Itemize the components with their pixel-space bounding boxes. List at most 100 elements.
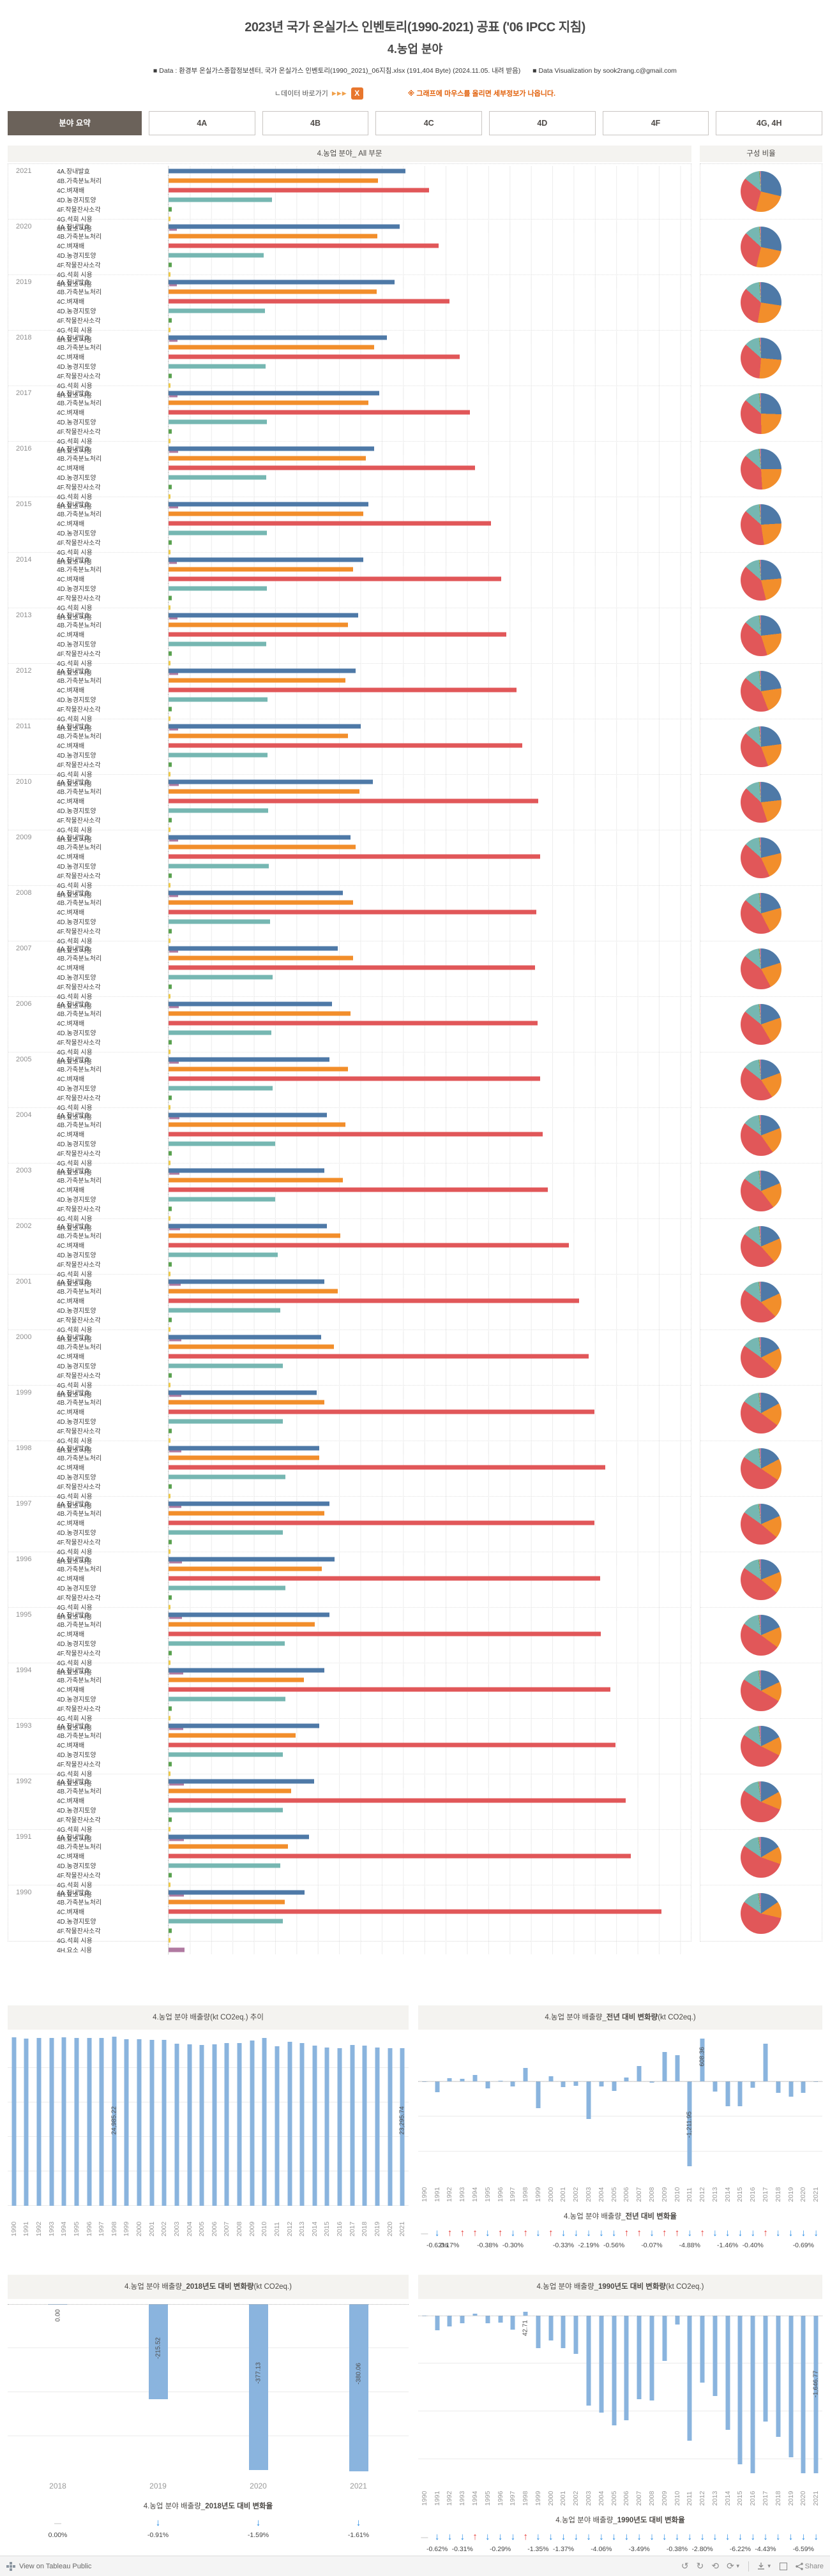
bar-1995-4C[interactable]	[169, 1631, 601, 1636]
bar-2016[interactable]	[750, 2316, 755, 2473]
bar-1996-4D[interactable]	[169, 1585, 286, 1590]
bar-1991-4D[interactable]	[169, 1863, 280, 1868]
bar-2012-4A[interactable]	[169, 668, 356, 673]
bar-2014-4G[interactable]	[169, 605, 171, 610]
bar-1998[interactable]	[112, 2037, 117, 2206]
tab-4B[interactable]: 4B	[262, 111, 369, 135]
bar-2016-4F[interactable]	[169, 484, 172, 489]
bar-2001-4A[interactable]	[169, 1279, 325, 1284]
bar-2011-4A[interactable]	[169, 724, 361, 728]
bar-2007-4D[interactable]	[169, 975, 273, 979]
refresh-icon[interactable]: ⟳ ▼	[727, 2561, 741, 2571]
bar-1994-4D[interactable]	[169, 1696, 286, 1701]
bar-2008-4D[interactable]	[169, 919, 270, 924]
bar-1994[interactable]	[472, 2314, 478, 2316]
bar-2002-4F[interactable]	[169, 1262, 172, 1266]
bar-1993-4A[interactable]	[169, 1723, 320, 1728]
bar-2019-4D[interactable]	[169, 308, 265, 313]
bar-1991-4B[interactable]	[169, 1844, 289, 1848]
bar-2006-4G[interactable]	[169, 1049, 171, 1054]
share-icon[interactable]: Share	[795, 2562, 824, 2571]
bar-2016-4B[interactable]	[169, 456, 366, 460]
bar-2010-4G[interactable]	[169, 827, 171, 832]
bar-1992-4B[interactable]	[169, 1788, 292, 1793]
bar-1998[interactable]	[523, 2311, 528, 2316]
bar-1991[interactable]	[24, 2038, 29, 2206]
bar-1992[interactable]	[36, 2038, 42, 2206]
data-link-label[interactable]: ㄴ데이터 바로가기	[274, 90, 328, 98]
pie-2004[interactable]	[741, 1115, 781, 1156]
bar-1990-4B[interactable]	[169, 1899, 285, 1904]
bar-2017[interactable]	[350, 2044, 355, 2206]
bar-1992[interactable]	[447, 2078, 452, 2081]
bar-1993-4F[interactable]	[169, 1762, 172, 1766]
bar-2012-4D[interactable]	[169, 697, 268, 701]
bar-1995[interactable]	[485, 2081, 490, 2088]
pie-1992[interactable]	[741, 1781, 781, 1822]
bar-2010[interactable]	[675, 2055, 680, 2081]
tab-4G, 4H[interactable]: 4G, 4H	[716, 111, 823, 135]
bar-2008[interactable]	[237, 2043, 242, 2206]
bar-2016[interactable]	[337, 2048, 342, 2206]
bar-2000-4G[interactable]	[169, 1382, 171, 1387]
tab-4C[interactable]: 4C	[375, 111, 483, 135]
bar-2019[interactable]	[148, 2304, 168, 2399]
bar-2001-4G[interactable]	[169, 1327, 171, 1331]
bar-1996-4B[interactable]	[169, 1566, 322, 1571]
bar-2019-4B[interactable]	[169, 289, 377, 294]
bar-2018-4A[interactable]	[169, 335, 387, 340]
pie-1994[interactable]	[741, 1670, 781, 1711]
bar-2006-4A[interactable]	[169, 1001, 333, 1006]
bar-2010-4A[interactable]	[169, 779, 373, 784]
bar-1998-4F[interactable]	[169, 1484, 172, 1488]
bar-2009-4D[interactable]	[169, 864, 269, 868]
bar-1991-4C[interactable]	[169, 1853, 631, 1858]
bar-1990-4A[interactable]	[169, 1890, 305, 1894]
bar-2018-4B[interactable]	[169, 345, 374, 349]
bar-2021[interactable]	[400, 2048, 405, 2206]
bar-1999-4D[interactable]	[169, 1419, 283, 1423]
pie-2000[interactable]	[741, 1337, 781, 1378]
bar-2017-4G[interactable]	[169, 438, 171, 443]
fullscreen-icon[interactable]	[779, 2562, 787, 2570]
bar-2020-4A[interactable]	[169, 224, 400, 228]
bar-1994-4F[interactable]	[169, 1706, 172, 1711]
bar-2004-4F[interactable]	[169, 1151, 172, 1155]
bar-1993[interactable]	[49, 2037, 54, 2206]
bar-2018[interactable]	[776, 2316, 781, 2437]
bar-1997-4A[interactable]	[169, 1501, 330, 1506]
bar-1997[interactable]	[99, 2038, 104, 2206]
bar-2013[interactable]	[299, 2042, 305, 2206]
bar-1997-4D[interactable]	[169, 1530, 283, 1534]
bar-2011-4B[interactable]	[169, 733, 348, 738]
bar-2009[interactable]	[662, 2052, 667, 2081]
pie-2011[interactable]	[741, 726, 781, 767]
pie-1996[interactable]	[741, 1559, 781, 1600]
bar-1992-4D[interactable]	[169, 1808, 283, 1812]
bar-2013-4C[interactable]	[169, 632, 507, 636]
bar-1997-4G[interactable]	[169, 1549, 171, 1554]
pie-1998[interactable]	[741, 1448, 781, 1489]
bar-2016[interactable]	[750, 2081, 755, 2088]
bar-2003[interactable]	[586, 2316, 591, 2406]
bar-2000[interactable]	[548, 2316, 554, 2341]
bar-1996[interactable]	[87, 2037, 92, 2206]
bar-1998-4B[interactable]	[169, 1455, 320, 1460]
bar-1997-4B[interactable]	[169, 1511, 325, 1515]
pie-2003[interactable]	[741, 1171, 781, 1211]
bar-2021-4A[interactable]	[169, 168, 406, 173]
bar-1993[interactable]	[460, 2079, 465, 2081]
bar-2000-4C[interactable]	[169, 1354, 589, 1358]
bar-2007-4C[interactable]	[169, 965, 535, 970]
download-icon[interactable]: ▼	[757, 2562, 772, 2571]
bar-1996[interactable]	[498, 2316, 503, 2323]
bar-2011-4F[interactable]	[169, 762, 172, 767]
bar-2019[interactable]	[375, 2047, 380, 2206]
bar-2009-4A[interactable]	[169, 835, 351, 839]
bar-1996-4G[interactable]	[169, 1605, 171, 1609]
bar-1992[interactable]	[447, 2316, 452, 2326]
pie-2005[interactable]	[741, 1060, 781, 1100]
bar-2011[interactable]	[687, 2316, 692, 2441]
pie-2008[interactable]	[741, 893, 781, 934]
bar-2009-4C[interactable]	[169, 854, 540, 858]
